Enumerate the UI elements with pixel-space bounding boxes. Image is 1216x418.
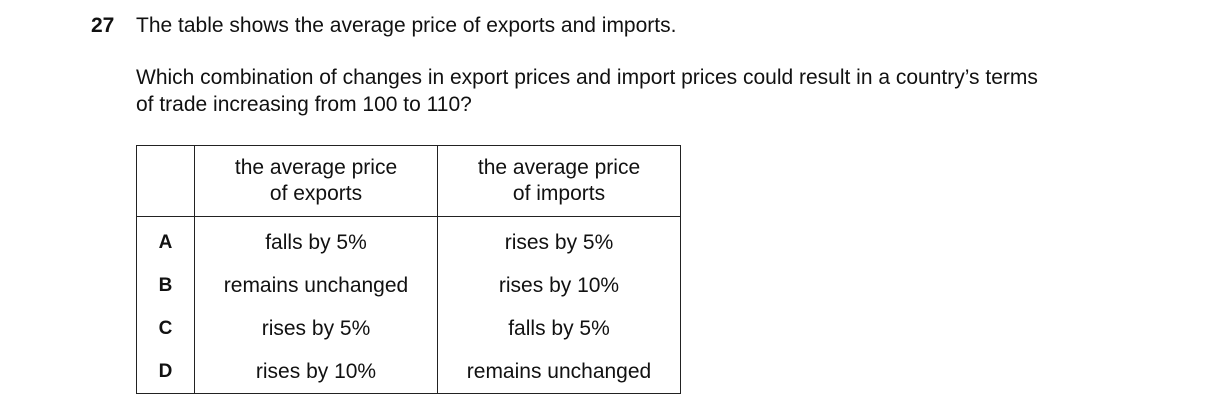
option-letter: A (136, 216, 195, 264)
question-stem: The table shows the average price of exp… (136, 14, 677, 37)
option-letter: C (136, 307, 195, 350)
question-prompt: Which combination of changes in export p… (136, 66, 1038, 89)
option-letter: B (136, 264, 195, 307)
option-cell: rises by 5% (437, 216, 681, 264)
option-cell: falls by 5% (194, 216, 438, 264)
header-cell: the average price of exports (194, 145, 438, 217)
header-text: the average price (477, 156, 641, 179)
header-row: the average price of exports the average … (136, 145, 681, 217)
option-cell: remains unchanged (194, 264, 438, 307)
question-number: 27 (91, 14, 115, 37)
header-text: the average price (234, 156, 398, 179)
option-cell: rises by 5% (194, 307, 438, 350)
question-prompt: of trade increasing from 100 to 110? (136, 93, 472, 116)
option-cell: falls by 5% (437, 307, 681, 350)
header-cell: the average price of imports (437, 145, 681, 217)
header-text: of imports (512, 182, 606, 205)
header-text: of exports (269, 182, 363, 205)
options-table: the average price of exports the average … (136, 145, 681, 394)
option-cell: remains unchanged (437, 350, 681, 394)
header-cell (136, 145, 195, 217)
option-letter: D (136, 350, 195, 394)
option-cell: rises by 10% (437, 264, 681, 307)
option-cell: rises by 10% (194, 350, 438, 394)
